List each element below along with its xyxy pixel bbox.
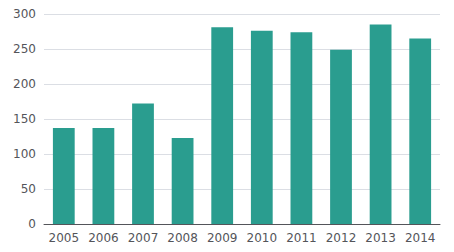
svg-text:2005: 2005 [49,231,80,245]
svg-text:2006: 2006 [88,231,119,245]
svg-text:200: 200 [13,77,36,91]
svg-text:250: 250 [13,42,36,56]
svg-text:2009: 2009 [207,231,238,245]
svg-text:2008: 2008 [167,231,198,245]
svg-text:100: 100 [13,147,36,161]
svg-text:2012: 2012 [326,231,357,245]
svg-text:300: 300 [13,7,36,21]
svg-text:2007: 2007 [128,231,159,245]
svg-text:150: 150 [13,112,36,126]
svg-text:2011: 2011 [286,231,317,245]
svg-text:2013: 2013 [365,231,396,245]
svg-text:0: 0 [28,217,36,231]
svg-text:2010: 2010 [247,231,278,245]
svg-text:2014: 2014 [405,231,436,245]
svg-text:50: 50 [21,182,36,196]
